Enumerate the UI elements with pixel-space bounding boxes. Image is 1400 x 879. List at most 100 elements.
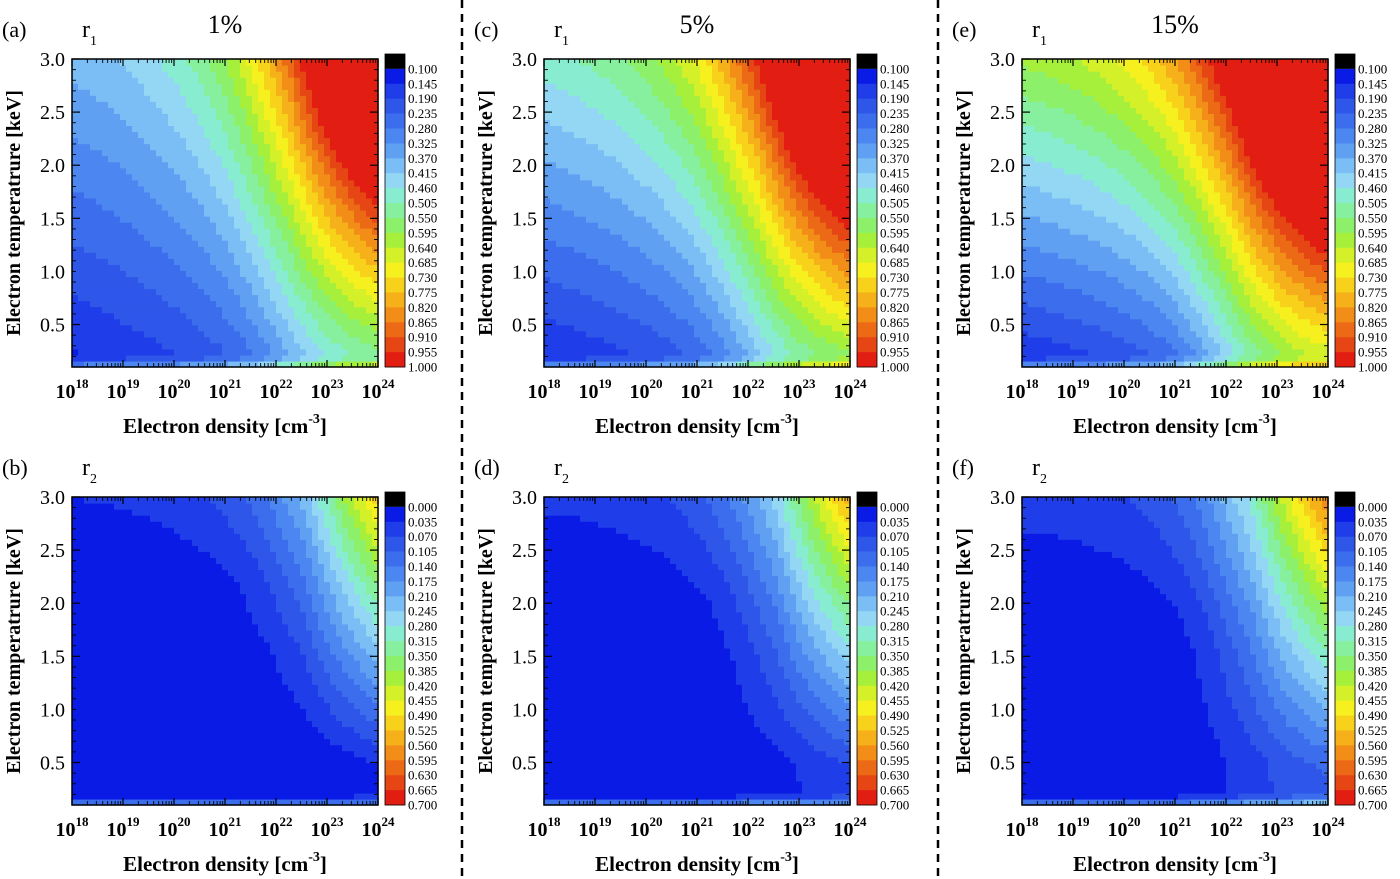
- heatmap-cell: [682, 294, 689, 302]
- heatmap-cell: [568, 77, 575, 84]
- heatmap-cell: [372, 330, 379, 338]
- heatmap-cell: [240, 348, 247, 356]
- heatmap-cell: [622, 336, 629, 344]
- heatmap-cell: [592, 264, 599, 271]
- heatmap-cell: [670, 348, 677, 356]
- heatmap-cell: [694, 252, 701, 259]
- heatmap-cell: [664, 131, 671, 139]
- heatmap-cell: [574, 300, 581, 308]
- heatmap-cell: [682, 234, 689, 241]
- heatmap-cell: [84, 185, 91, 193]
- heatmap-cell: [150, 318, 157, 326]
- heatmap-cell: [312, 167, 319, 175]
- heatmap-cell: [640, 191, 647, 199]
- heatmap-cell: [168, 179, 175, 187]
- heatmap-cell: [790, 306, 797, 314]
- heatmap-cell: [126, 197, 133, 205]
- heatmap-cell: [748, 348, 755, 356]
- heatmap-cell: [718, 113, 725, 120]
- heatmap-cell: [688, 234, 695, 241]
- heatmap-cell: [156, 222, 163, 229]
- heatmap-cell: [342, 143, 349, 151]
- heatmap-cell: [616, 197, 623, 205]
- heatmap-cell: [294, 252, 301, 259]
- x-tick-label: 1018: [56, 376, 90, 403]
- heatmap-cell: [676, 191, 683, 199]
- heatmap-cell: [330, 330, 337, 338]
- heatmap-cell: [78, 143, 85, 151]
- heatmap-cell: [300, 89, 307, 96]
- heatmap-cell: [754, 240, 761, 247]
- heatmap-cell: [742, 276, 749, 284]
- heatmap-cell: [300, 113, 307, 120]
- heatmap-cell: [138, 246, 145, 253]
- heatmap-cell: [318, 107, 325, 114]
- heatmap-cell: [778, 149, 785, 157]
- heatmap-cell: [342, 155, 349, 163]
- colorbar-swatch: [385, 188, 405, 204]
- heatmap-cell: [96, 131, 103, 139]
- heatmap-cell: [234, 342, 241, 350]
- heatmap-cell: [138, 197, 145, 205]
- heatmap-cell: [652, 149, 659, 157]
- heatmap-cell: [772, 119, 779, 127]
- heatmap-cell: [748, 354, 755, 362]
- colorbar-tick-label: 0.685: [408, 255, 437, 270]
- heatmap-cell: [252, 203, 259, 211]
- heatmap-cell: [90, 300, 97, 308]
- heatmap-cell: [126, 222, 133, 229]
- heatmap-cell: [234, 209, 241, 217]
- heatmap-cell: [156, 276, 163, 284]
- heatmap-cell: [330, 179, 337, 187]
- heatmap-cell: [646, 119, 653, 127]
- heatmap-cell: [174, 173, 181, 181]
- heatmap-cell: [234, 246, 241, 253]
- heatmap-cell: [772, 258, 779, 265]
- heatmap-cell: [580, 312, 587, 320]
- heatmap-cell: [586, 161, 593, 169]
- heatmap-cell: [598, 240, 605, 247]
- heatmap-cell: [646, 288, 653, 296]
- heatmap-cell: [736, 179, 743, 187]
- heatmap-cell: [772, 276, 779, 284]
- heatmap-cell: [270, 354, 277, 362]
- heatmap-cell: [706, 167, 713, 175]
- heatmap-cell: [258, 107, 265, 114]
- heatmap-cell: [162, 246, 169, 253]
- heatmap-cell: [180, 354, 187, 362]
- heatmap-cell: [294, 83, 301, 90]
- heatmap-cell: [240, 149, 247, 157]
- heatmap-cell: [360, 228, 367, 235]
- heatmap-cell: [288, 203, 295, 211]
- heatmap-cell: [132, 197, 139, 205]
- heatmap-cell: [730, 185, 737, 193]
- heatmap-cell: [174, 360, 181, 368]
- heatmap-cell: [204, 348, 211, 356]
- heatmap-cell: [234, 228, 241, 235]
- heatmap-cell: [96, 258, 103, 265]
- heatmap-cell: [676, 137, 683, 145]
- heatmap-cell: [718, 240, 725, 247]
- heatmap-cell: [550, 143, 557, 151]
- colorbar-swatch: [385, 203, 405, 219]
- heatmap-cell: [766, 234, 773, 241]
- heatmap-cell: [84, 125, 91, 133]
- heatmap-cell: [760, 342, 767, 350]
- heatmap-cell: [604, 318, 611, 326]
- heatmap-cell: [96, 282, 103, 290]
- heatmap-cell: [288, 77, 295, 84]
- heatmap-cell: [372, 222, 379, 229]
- heatmap-cell: [276, 161, 283, 169]
- heatmap-cell: [318, 65, 325, 72]
- heatmap-cell: [580, 77, 587, 84]
- heatmap-cell: [784, 209, 791, 217]
- heatmap-cell: [84, 101, 91, 108]
- heatmap-cell: [222, 125, 229, 133]
- heatmap-cell: [318, 276, 325, 284]
- heatmap-cell: [192, 137, 199, 145]
- heatmap-cell: [168, 216, 175, 223]
- heatmap-cell: [78, 83, 85, 90]
- heatmap-cell: [664, 216, 671, 223]
- heatmap-cell: [192, 149, 199, 157]
- heatmap-cell: [592, 149, 599, 157]
